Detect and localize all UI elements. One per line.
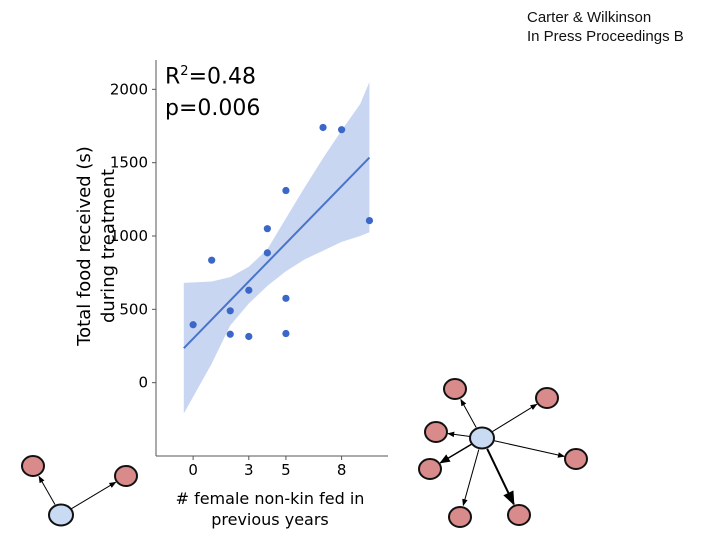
citation-journal: In Press Proceedings B [527,28,684,45]
r-squared-value: =0.48 [188,64,256,90]
data-point [282,294,290,302]
x-axis-label-line-2: previous years [211,510,329,529]
y-tick-label: 2000 [110,80,148,98]
data-point [338,126,346,134]
r-squared-label: R2=0.48 [165,64,256,89]
r-squared-superscript: 2 [180,64,189,79]
large-network-diagram [418,378,588,528]
data-point [365,217,374,225]
data-point [263,249,271,257]
data-point [282,186,290,195]
network-link-arrow [460,398,477,428]
focal-individual-node [469,426,495,450]
y-axis-label: Total food received (s) during treatment [73,96,121,396]
network-link-arrow [439,443,473,464]
data-point [319,123,327,132]
citation: Carter & Wilkinson In Press Proceedings … [527,8,684,46]
confidence-band [183,82,370,414]
x-tick-label: 3 [244,461,254,479]
data-points-layer [189,123,374,341]
small-network-diagram [21,455,138,527]
data-point [226,330,234,338]
partner-node [21,455,45,477]
axes-layer: 0 500 1000 1500 2000 0 3 5 8 [110,60,388,479]
confidence-band-layer [183,82,370,414]
focal-individual-node [48,503,74,527]
x-axis-label-line-1: # female non-kin fed in [175,489,365,508]
partner-node [448,506,472,528]
network-link-arrow [38,475,56,505]
network-link-arrow [71,481,117,510]
network-link-arrow [447,431,471,438]
y-tick-label: 500 [119,300,148,318]
data-point [245,286,253,294]
r-squared-base: R [165,64,181,90]
x-axis-label: # female non-kin fed in previous years [140,488,400,530]
x-tick-label: 5 [281,461,291,479]
fit-line-layer [183,156,371,349]
network-link-arrow [493,440,565,458]
p-value-label: p=0.006 [165,96,261,121]
x-tick-label: 0 [188,461,198,479]
y-axis-label-line-2: during treatment [98,168,119,324]
y-tick-label: 0 [138,374,148,392]
partner-node [507,504,531,526]
partner-node [114,465,138,487]
partner-node [564,448,588,470]
data-point [263,225,271,233]
data-point [208,256,216,264]
partner-node [535,387,559,409]
x-tick-label: 8 [337,461,347,479]
data-point [189,321,197,329]
partner-node [443,378,467,400]
network-link-arrow [491,403,538,433]
y-axis-label-line-1: Total food received (s) [74,146,95,346]
data-point [245,332,253,341]
y-tick-label: 1000 [110,227,148,245]
network-link-arrow [486,448,515,506]
partner-node [424,421,448,443]
network-link-arrow [462,449,480,507]
citation-authors: Carter & Wilkinson [527,9,652,26]
data-point [226,307,234,315]
regression-line [183,156,371,349]
data-point [282,329,290,338]
y-tick-label: 1500 [110,154,148,172]
partner-node [418,458,442,480]
